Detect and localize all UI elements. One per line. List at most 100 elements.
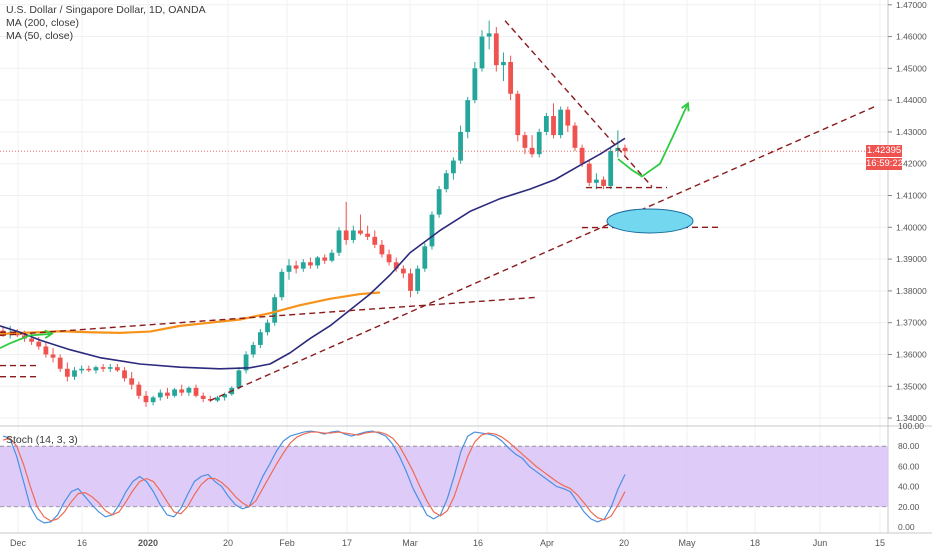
- candle-body: [501, 62, 506, 65]
- candle-body: [322, 258, 327, 261]
- candle-body: [544, 116, 549, 132]
- candle-body: [237, 370, 242, 387]
- candle-body: [365, 234, 370, 237]
- trendline: [505, 21, 652, 187]
- candle-body: [351, 230, 356, 240]
- candle-body: [430, 215, 435, 247]
- stoch-y-tick-label: 60.00: [898, 461, 920, 471]
- candle-body: [65, 369, 70, 377]
- stoch-band: [0, 446, 888, 507]
- candle-body: [172, 389, 177, 395]
- candle-body: [451, 161, 456, 174]
- y-tick-label: 1.41000: [896, 191, 927, 201]
- candle-body: [551, 116, 556, 135]
- x-tick-label: 17: [342, 538, 352, 548]
- candle-body: [565, 110, 570, 126]
- candle-body: [108, 367, 113, 369]
- candle-body: [329, 253, 334, 261]
- candle-body: [401, 269, 406, 274]
- candle-body: [458, 132, 463, 161]
- candle-body: [465, 100, 470, 132]
- candle-body: [58, 358, 63, 369]
- y-tick-label: 1.45000: [896, 63, 927, 73]
- candle-body: [122, 370, 127, 378]
- candle-body: [508, 62, 513, 94]
- candle-body: [115, 367, 120, 370]
- candle-body: [79, 369, 84, 371]
- ma50-legend-label[interactable]: MA (50, close): [6, 30, 206, 43]
- stoch-y-tick-label: 40.00: [898, 482, 920, 492]
- candle-body: [587, 164, 592, 183]
- candle-body: [623, 148, 628, 151]
- candle-body: [437, 189, 442, 214]
- last-price-badge: 1.42395: [866, 145, 902, 157]
- chart-legend: U.S. Dollar / Singapore Dollar, 1D, OAND…: [6, 4, 206, 43]
- candle-body: [444, 173, 449, 189]
- candle-body: [523, 135, 528, 148]
- candle-body: [101, 367, 106, 369]
- x-tick-label: Apr: [540, 538, 554, 548]
- x-tick-label: Feb: [279, 538, 295, 548]
- candle-body: [136, 385, 141, 396]
- countdown-badge: 16:59:22: [866, 158, 902, 170]
- y-tick-label: 1.44000: [896, 95, 927, 105]
- x-tick-label: Dec: [10, 538, 27, 548]
- candle-body: [480, 37, 485, 69]
- candle-body: [344, 230, 349, 240]
- candle-body: [258, 332, 263, 345]
- stoch-y-tick-label: 20.00: [898, 502, 920, 512]
- candle-body: [415, 269, 420, 291]
- candle-body: [380, 245, 385, 255]
- candle-body: [144, 396, 149, 402]
- candle-body: [279, 272, 284, 297]
- candle-body: [358, 230, 363, 233]
- candle-body: [337, 230, 342, 252]
- candle-body: [494, 33, 499, 65]
- candle-body: [29, 339, 34, 342]
- x-tick-label: May: [678, 538, 696, 548]
- x-tick-label: 15: [875, 538, 885, 548]
- candle-body: [36, 342, 41, 347]
- candle-body: [158, 393, 163, 398]
- x-tick-label: 16: [77, 538, 87, 548]
- y-tick-label: 1.43000: [896, 127, 927, 137]
- y-tick-label: 1.46000: [896, 32, 927, 42]
- candle-body: [129, 378, 134, 384]
- ma200-line: [0, 292, 380, 334]
- candle-body: [72, 370, 77, 376]
- candle-body: [294, 265, 299, 268]
- y-tick-label: 1.38000: [896, 286, 927, 296]
- candle-body: [387, 254, 392, 262]
- candle-body: [530, 148, 535, 154]
- y-tick-label: 1.47000: [896, 0, 927, 10]
- candle-body: [580, 148, 585, 164]
- candle-body: [194, 388, 199, 396]
- y-tick-label: 1.40000: [896, 222, 927, 232]
- candle-body: [558, 110, 563, 135]
- forecast-arrow: [618, 103, 688, 176]
- ma200-legend-label[interactable]: MA (200, close): [6, 17, 206, 30]
- candle-body: [179, 389, 184, 392]
- stoch-legend-label[interactable]: Stoch (14, 3, 3): [6, 434, 78, 446]
- candles: [1, 21, 628, 407]
- candle-body: [573, 126, 578, 148]
- x-tick-label: 20: [223, 538, 233, 548]
- candle-body: [487, 33, 492, 36]
- y-tick-label: 1.36000: [896, 349, 927, 359]
- ma50-line: [0, 138, 625, 368]
- y-tick-label: 1.39000: [896, 254, 927, 264]
- candle-body: [272, 297, 277, 322]
- candle-body: [408, 273, 413, 290]
- chart-title[interactable]: U.S. Dollar / Singapore Dollar, 1D, OAND…: [6, 4, 206, 17]
- candle-body: [201, 396, 206, 399]
- stoch-y-tick-label: 100.00: [898, 421, 924, 431]
- candle-body: [51, 354, 56, 357]
- x-tick-label: 18: [750, 538, 760, 548]
- candle-body: [422, 246, 427, 268]
- candle-body: [608, 151, 613, 186]
- candle-body: [601, 180, 606, 186]
- candle-body: [308, 262, 313, 265]
- x-tick-label: 2020: [138, 538, 158, 548]
